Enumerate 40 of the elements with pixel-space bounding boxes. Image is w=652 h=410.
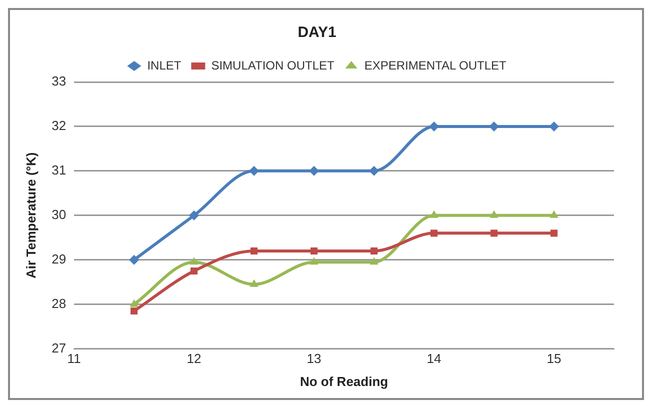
y-tick-label: 32 xyxy=(52,118,66,134)
legend-label: SIMULATION OUTLET xyxy=(211,58,335,72)
point xyxy=(490,210,498,218)
point xyxy=(190,267,198,275)
x-tick-label: 11 xyxy=(67,351,81,366)
point xyxy=(250,247,258,255)
x-axis-title: No of Reading xyxy=(300,374,388,389)
y-tick-label: 33 xyxy=(52,74,66,89)
point xyxy=(249,166,260,176)
legend-label: INLET xyxy=(147,58,182,72)
point xyxy=(430,210,438,218)
point xyxy=(369,166,380,176)
point xyxy=(130,307,138,315)
y-tick-label: 30 xyxy=(52,206,66,222)
point xyxy=(370,247,378,255)
y-tick-label: 29 xyxy=(52,251,66,266)
point xyxy=(370,257,378,265)
point xyxy=(549,121,560,132)
y-tick-label: 27 xyxy=(52,340,66,356)
point xyxy=(250,279,258,287)
point xyxy=(189,210,200,220)
x-tick-label: 13 xyxy=(306,351,322,366)
point xyxy=(310,247,318,255)
point xyxy=(490,230,498,237)
legend-label: EXPERIMENTAL OUTLET xyxy=(364,58,508,72)
point xyxy=(430,230,438,237)
point xyxy=(310,257,318,265)
point xyxy=(550,230,558,237)
chart-title: DAY1 xyxy=(298,24,336,42)
y-axis-title: Air Temperature (°K) xyxy=(23,152,38,279)
y-tick-label: 31 xyxy=(52,162,66,178)
point xyxy=(309,166,320,176)
point xyxy=(190,257,198,265)
point xyxy=(550,210,558,218)
x-tick-label: 15 xyxy=(546,351,562,366)
point xyxy=(130,299,138,307)
x-tick-label: 14 xyxy=(426,351,442,366)
y-tick-label: 28 xyxy=(52,296,66,311)
point xyxy=(129,254,140,265)
x-tick-label: 12 xyxy=(186,351,202,366)
